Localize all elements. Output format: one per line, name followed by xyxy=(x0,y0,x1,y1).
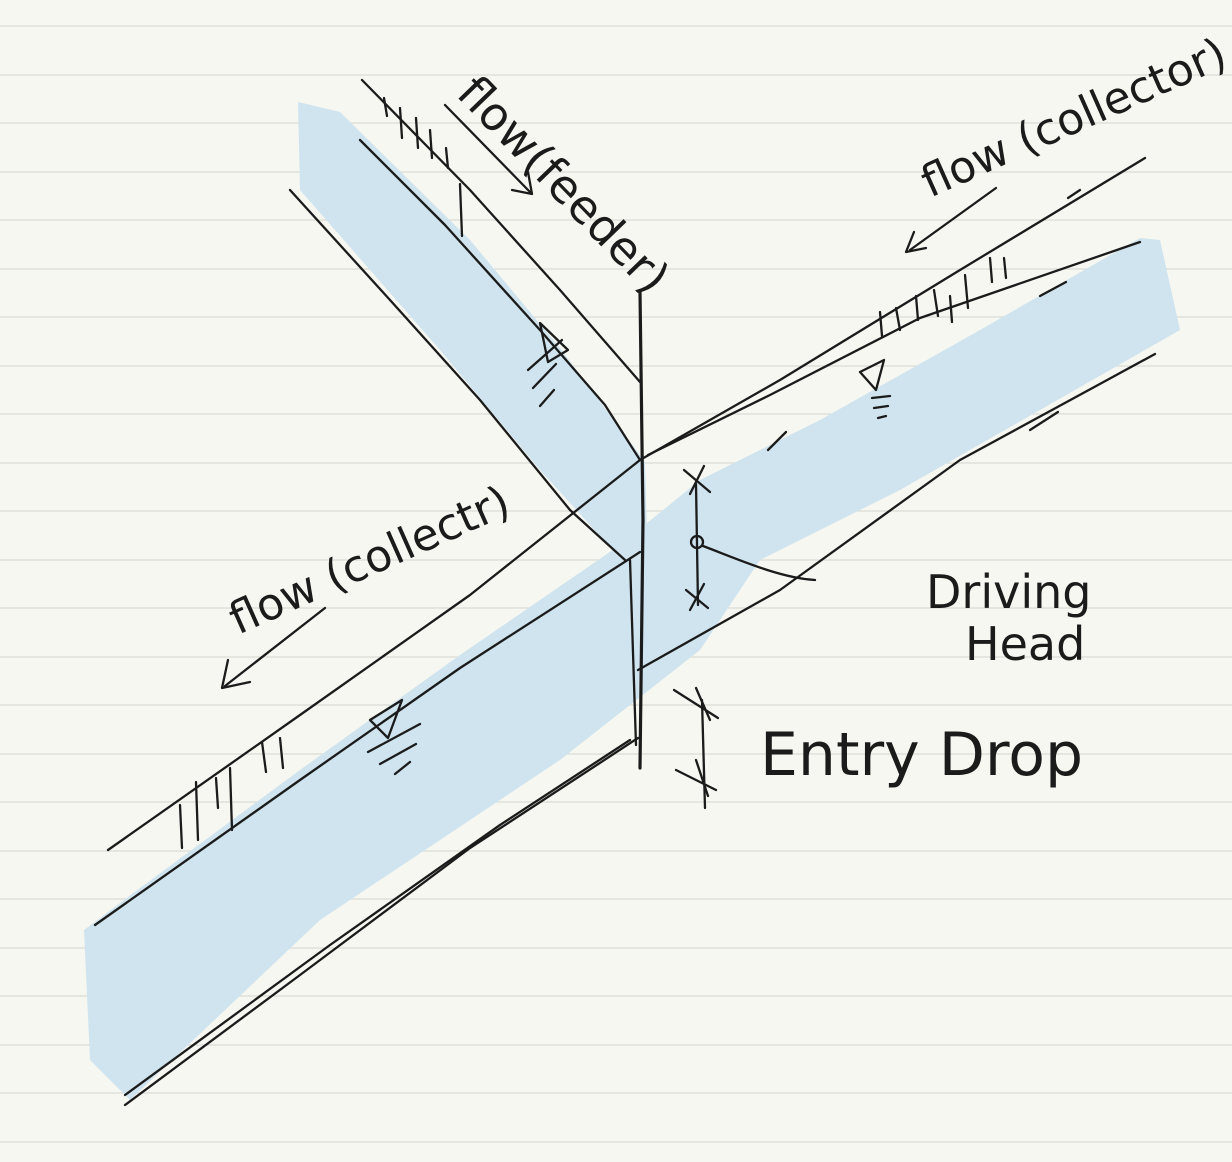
feeder-ground-hatching xyxy=(382,96,464,238)
driving-head-label-line1: Driving xyxy=(926,565,1091,619)
flow-arrow-icon xyxy=(443,103,534,196)
collector-channel xyxy=(93,156,1157,1107)
collector-dash-3 xyxy=(1038,280,1068,298)
feeder-channel xyxy=(288,78,642,562)
collector-dash-2 xyxy=(1028,410,1060,432)
collector-dash-1 xyxy=(766,430,788,452)
flow-arrow-icon xyxy=(220,606,327,690)
junction-wall-inner xyxy=(628,558,638,747)
collector-bottom-bank-right xyxy=(636,352,1157,672)
driving-head-leader xyxy=(701,544,817,582)
junction-wall xyxy=(638,290,645,770)
feeder-water-fill xyxy=(298,102,648,565)
feeder-bank-inner xyxy=(288,188,627,562)
entry-drop-label: Entry Drop xyxy=(760,720,1083,790)
dimension-tick-icon xyxy=(684,582,710,612)
flow-arrow-icon xyxy=(904,186,998,254)
water-surface-triangle-icon xyxy=(858,358,892,420)
dimension-tick-icon xyxy=(672,686,720,722)
water-surface-triangle-icon xyxy=(526,321,570,408)
driving-head-point-icon xyxy=(689,534,705,550)
water-fill xyxy=(84,102,1180,1100)
collector-top-bank-right xyxy=(638,156,1147,462)
dimension-tick-icon xyxy=(682,464,712,496)
collector-left-ground-hatching xyxy=(178,736,285,850)
flow-collector-right-label: flow (collector) xyxy=(914,28,1232,208)
driving-head-dimension xyxy=(682,464,817,612)
collector-top-bank-left xyxy=(106,458,642,852)
feeder-bank-water xyxy=(358,138,642,462)
entry-drop-dimension xyxy=(672,686,720,810)
dimension-tick-icon xyxy=(674,758,718,798)
collector-water-line-left xyxy=(93,550,642,927)
collector-water-line-right xyxy=(646,240,1142,457)
collector-dash-4 xyxy=(1066,188,1082,200)
collector-bottom-bank-left xyxy=(123,736,640,1107)
water-surface-triangle-icon xyxy=(366,698,422,776)
collector-water-line-lower xyxy=(123,738,632,1097)
driving-head-label-line2: Head xyxy=(965,617,1085,671)
collector-right-ground-hatching xyxy=(878,256,1008,338)
collector-water-fill xyxy=(84,238,1180,1100)
